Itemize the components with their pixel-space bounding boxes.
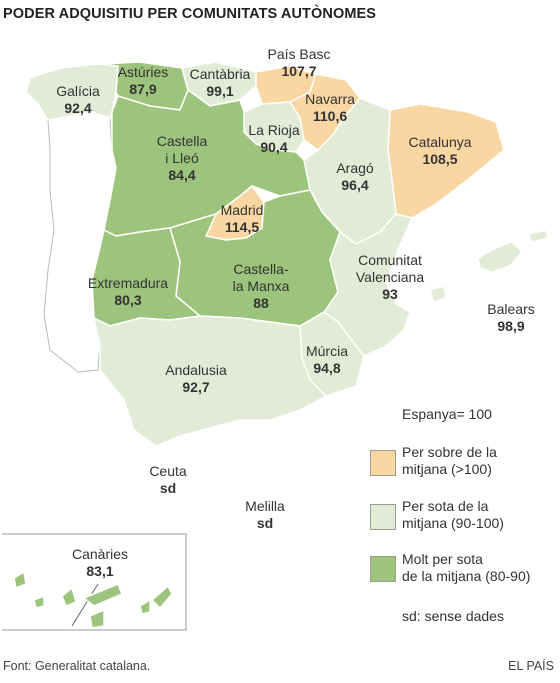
label-melilla: Melilla sd (234, 498, 296, 532)
label-madrid: Madrid 114,5 (206, 202, 278, 236)
label-madrid-value: 114,5 (224, 219, 260, 235)
label-arago-value: 96,4 (341, 177, 369, 193)
label-la-rioja-name: La Rioja (248, 122, 300, 138)
legend-above-line-1: Per sobre de la (402, 444, 497, 460)
label-extremadura-value: 80,3 (114, 292, 142, 308)
label-asturies-name: Astúries (117, 64, 169, 80)
label-arago-name: Aragó (336, 160, 374, 176)
legend-swatch-far-below (370, 556, 396, 582)
canaries-island-4[interactable] (83, 583, 123, 607)
label-melilla-value: sd (256, 515, 274, 531)
label-cantabria-value: 99,1 (206, 83, 234, 99)
label-cantabria-name: Cantàbria (189, 66, 251, 82)
legend-below: Per sota de la mitjana (90-100) (402, 498, 504, 532)
label-asturies-value: 87,9 (129, 81, 157, 97)
source-note: Font: Generalitat catalana. (3, 659, 151, 673)
label-balears: Balears 98,9 (476, 301, 546, 335)
canaries-inset-frame (2, 533, 187, 631)
region-galicia[interactable] (25, 63, 119, 121)
label-melilla-name: Melilla (245, 498, 285, 514)
map-title: PODER ADQUISITIU PER COMUNITATS AUTÒNOME… (3, 6, 377, 22)
label-catalunya: Catalunya 108,5 (396, 134, 484, 168)
canaries-island-7[interactable] (151, 585, 173, 609)
label-castella-lleo: Castella i Lleó 84,4 (140, 133, 224, 184)
brand-logo: EL PAÍS (508, 659, 554, 673)
label-extremadura-name: Extremadura (87, 275, 169, 291)
legend-far-below: Molt per sota de la mitjana (80-90) (402, 551, 530, 585)
label-catalunya-value: 108,5 (422, 151, 458, 167)
canaries-island-6[interactable] (139, 599, 151, 615)
label-andalusia: Andalusia 92,7 (150, 362, 242, 396)
region-comunitat-valenciana[interactable] (323, 213, 413, 357)
label-murcia-value: 94,8 (313, 360, 341, 376)
label-pais-basc-name: País Basc (267, 46, 331, 62)
label-comunitat-valenciana: Comunitat Valenciana 93 (342, 252, 438, 303)
label-navarra: Navarra 110,6 (290, 91, 370, 125)
label-ceuta: Ceuta sd (138, 463, 198, 497)
label-castella-lleo-name-2: i Lleó (165, 150, 199, 166)
legend-above: Per sobre de la mitjana (>100) (402, 444, 497, 478)
label-galicia: Galícia 92,4 (42, 83, 114, 117)
label-cv-name-2: Valenciana (355, 269, 425, 285)
label-canaries-value: 83,1 (86, 563, 114, 579)
label-castella-manxa-name-2: la Manxa (232, 278, 290, 294)
label-la-rioja-value: 90,4 (260, 139, 288, 155)
legend-far-below-line-1: Molt per sota (402, 551, 483, 567)
legend-far-below-line-2: de la mitjana (80-90) (402, 568, 531, 584)
label-castella-manxa: Castella- la Manxa 88 (218, 261, 304, 312)
label-galicia-value: 92,4 (64, 100, 92, 116)
label-murcia-name: Múrcia (305, 343, 348, 359)
label-canaries: Canàries 83,1 (60, 546, 140, 580)
canaries-island-2[interactable] (33, 595, 45, 609)
label-ceuta-value: sd (159, 480, 177, 496)
label-murcia: Múrcia 94,8 (292, 343, 362, 377)
label-balears-value: 98,9 (497, 318, 525, 334)
legend-swatch-above (370, 450, 396, 476)
legend-baseline: Espanya= 100 (402, 406, 492, 422)
canaries-island-3[interactable] (61, 587, 77, 607)
label-navarra-value: 110,6 (312, 108, 348, 124)
label-andalusia-value: 92,7 (182, 379, 210, 395)
label-pais-basc: País Basc 107,7 (254, 46, 344, 80)
label-la-rioja: La Rioja 90,4 (236, 122, 312, 156)
legend-above-line-2: mitjana (>100) (402, 461, 492, 477)
label-madrid-name: Madrid (220, 202, 264, 218)
label-cv-name-1: Comunitat (358, 252, 422, 268)
label-balears-name: Balears (487, 301, 535, 317)
label-cantabria: Cantàbria 99,1 (180, 66, 260, 100)
label-andalusia-name: Andalusia (165, 362, 227, 378)
canaries-island-5[interactable] (89, 609, 105, 629)
region-balears[interactable] (477, 241, 523, 273)
label-galicia-name: Galícia (56, 83, 100, 99)
legend-below-line-2: mitjana (90-100) (402, 515, 504, 531)
region-andalusia[interactable] (93, 315, 327, 447)
label-arago: Aragó 96,4 (320, 160, 390, 194)
label-ceuta-name: Ceuta (149, 463, 187, 479)
canaries-island-1[interactable] (13, 571, 27, 589)
label-castella-manxa-value: 88 (253, 295, 269, 311)
legend-below-line-1: Per sota de la (402, 498, 489, 514)
label-extremadura: Extremadura 80,3 (72, 275, 184, 309)
label-catalunya-name: Catalunya (408, 134, 472, 150)
label-navarra-name: Navarra (305, 91, 355, 107)
label-castella-lleo-name-1: Castella (156, 133, 208, 149)
label-castella-lleo-value: 84,4 (168, 167, 196, 183)
canaries-leader-line (71, 583, 99, 627)
label-cv-value: 93 (382, 286, 398, 302)
region-balears-eivissa[interactable] (429, 285, 447, 303)
label-canaries-name: Canàries (71, 546, 129, 562)
region-balears-menorca[interactable] (527, 229, 549, 243)
label-pais-basc-value: 107,7 (281, 63, 317, 79)
legend-no-data: sd: sense dades (402, 608, 504, 624)
legend-swatch-below (370, 504, 396, 530)
label-castella-manxa-name-1: Castella- (233, 261, 289, 277)
label-asturies: Astúries 87,9 (106, 64, 180, 98)
